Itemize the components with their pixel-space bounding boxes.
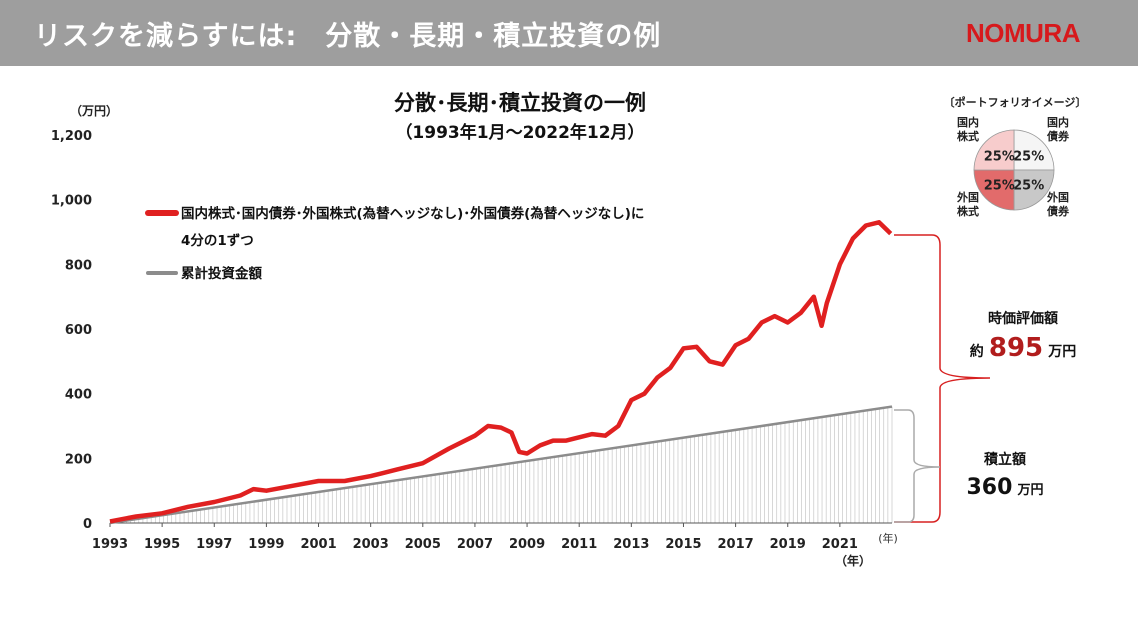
y-tick-label: 0 — [83, 517, 92, 532]
pie-label-fx-bond-1: 外国 — [1046, 190, 1069, 204]
pie-label-jp-bond-1: 国内 — [1047, 115, 1069, 129]
slide-title: リスクを減らすには: 分散・長期・積立投資の例 — [34, 21, 662, 52]
invested-label: 積立額 — [983, 451, 1026, 468]
brace-market-value — [894, 234, 991, 523]
y-tick-label: 400 — [65, 388, 92, 403]
x-tick-label: 2001 — [300, 537, 336, 552]
invested-hatch — [113, 406, 893, 523]
market-value-amount: 約 895 万円 — [970, 333, 1076, 363]
x-tick-label: 1999 — [248, 537, 284, 552]
x-tick-label: 1997 — [196, 537, 232, 552]
x-tick-label: 2009 — [509, 537, 545, 552]
pie-title: 〔ポートフォリオイメージ〕 — [944, 95, 1087, 109]
x-tick-label: 2003 — [353, 537, 389, 552]
pie-slice-label: 25% — [1013, 149, 1044, 164]
market-value-number: 895 — [989, 333, 1043, 363]
y-tick-label: 200 — [65, 452, 92, 467]
x-tick-label: 2019 — [770, 537, 806, 552]
nomura-logo: NOMURA — [966, 18, 1081, 48]
pie-slice — [1013, 129, 1055, 171]
y-tick-label: 1,000 — [51, 194, 92, 209]
pie-label-fx-bond-2: 債券 — [1046, 204, 1070, 218]
legend-label-invested: 累計投資金額 — [181, 265, 262, 282]
invested-number: 360 — [966, 475, 1012, 500]
x-tick-label: 2013 — [613, 537, 649, 552]
series-line-invested — [109, 405, 893, 525]
invested-suffix: 万円 — [1017, 483, 1044, 498]
pie-label-jp-bond-2: 債券 — [1046, 129, 1070, 143]
y-axis-ticks: 0 200 400 600 800 1,000 1,200 — [51, 129, 92, 532]
pie-label-jp-stock-1: 国内 — [957, 115, 979, 129]
x-tick-label: 1993 — [92, 537, 128, 552]
invested-amount: 360 万円 — [966, 475, 1043, 500]
market-value-label: 時価評価額 — [988, 310, 1058, 327]
y-unit-label: （万円） — [70, 103, 118, 118]
portfolio-pie: 25%25%25%25% — [973, 129, 1055, 211]
pie-label-jp-stock-2: 株式 — [957, 129, 979, 143]
x-tick-label: 1995 — [144, 537, 180, 552]
y-tick-label: 800 — [65, 258, 92, 273]
market-value-suffix: 万円 — [1047, 344, 1076, 360]
legend-label-portfolio-line1: 国内株式･国内債券･外国株式(為替ヘッジなし)･外国債券(為替ヘッジなし)に — [181, 205, 644, 222]
market-value-prefix: 約 — [970, 343, 984, 360]
x-unit-label-right: (年) — [878, 531, 898, 545]
pie-slice — [1013, 169, 1055, 211]
x-tick-label: 2017 — [718, 537, 754, 552]
pie-label-fx-stock-2: 株式 — [957, 204, 979, 218]
series-line-portfolio — [109, 220, 893, 524]
y-tick-label: 600 — [65, 323, 92, 338]
x-tick-label: 2005 — [405, 537, 441, 552]
x-unit-label: （年） — [835, 553, 871, 568]
x-axis-ticks: 1993 1995 1997 1999 2001 2003 2005 2007 2009 2011… — [92, 523, 858, 552]
pie-slice — [973, 169, 1015, 211]
x-tick-label: 2021 — [822, 537, 858, 552]
pie-label-fx-stock-1: 外国 — [956, 190, 979, 204]
brace-invested — [894, 409, 941, 523]
pie-slice — [973, 129, 1015, 171]
header-bar: リスクを減らすには: 分散・長期・積立投資の例 NOMURA — [0, 0, 1138, 66]
x-tick-label: 2011 — [561, 537, 597, 552]
pie-slice-label: 25% — [1013, 179, 1044, 194]
pie-slice-label: 25% — [984, 179, 1015, 194]
x-tick-label: 2015 — [665, 537, 701, 552]
y-tick-label: 1,200 — [51, 129, 92, 144]
chart-subtitle: （1993年1月～2022年12月） — [395, 122, 644, 143]
chart-title: 分散･長期･積立投資の一例 — [394, 91, 646, 115]
pie-slice-label: 25% — [984, 149, 1015, 164]
legend-label-portfolio-line2: 4分の1ずつ — [181, 232, 254, 249]
x-tick-label: 2007 — [457, 537, 493, 552]
